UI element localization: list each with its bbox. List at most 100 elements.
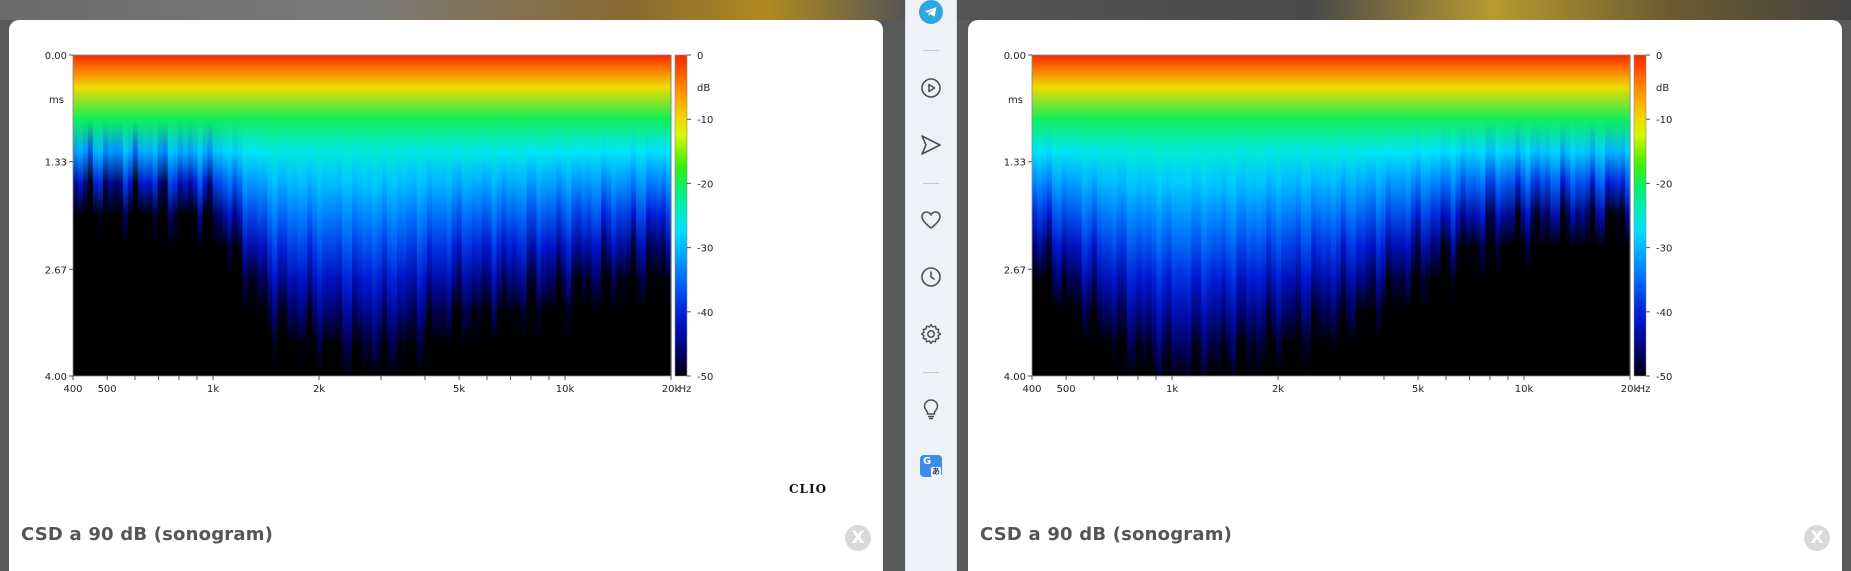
colorbar-tick-label: 0	[697, 51, 703, 62]
heatmap-strip	[247, 55, 253, 376]
heatmap-strip	[1620, 55, 1626, 376]
heatmap-strip	[1455, 55, 1462, 376]
heatmap-strip	[177, 55, 184, 376]
translate-icon[interactable]: G あ	[920, 455, 942, 477]
x-tick-label: 5k	[1412, 384, 1424, 395]
heart-icon[interactable]	[919, 208, 943, 232]
heatmap-strip	[1066, 55, 1073, 376]
play-icon[interactable]	[919, 76, 943, 100]
heatmap-strip	[1625, 55, 1631, 376]
heatmap-strip	[1550, 55, 1556, 376]
heatmap-strip	[1430, 55, 1437, 376]
heatmap-strip	[541, 55, 548, 376]
lightbulb-icon[interactable]	[919, 397, 943, 421]
colorbar-tick-label: -50	[697, 372, 713, 383]
close-button[interactable]: X	[845, 525, 871, 551]
x-tick-label: 2k	[1272, 384, 1284, 395]
heatmap-strip	[302, 55, 308, 376]
heatmap-strip	[1345, 55, 1352, 376]
heatmap-strip	[352, 55, 358, 376]
heatmap-strip	[571, 55, 577, 376]
y-axis-label: ms	[49, 95, 64, 106]
clock-icon[interactable]	[919, 265, 943, 289]
sidebar-divider	[923, 183, 939, 184]
heatmap-strip	[581, 55, 587, 376]
heatmap-strip	[1291, 55, 1297, 376]
heatmap-strip	[1355, 55, 1362, 376]
heatmap-strip	[342, 55, 348, 376]
heatmap-strip	[511, 55, 518, 376]
x-tick-label: 1k	[207, 384, 219, 395]
y-tick-label: 4.00	[1004, 372, 1026, 383]
y-axis-label: ms	[1008, 95, 1023, 106]
heatmap-strip	[1141, 55, 1148, 376]
y-tick-label: 4.00	[45, 372, 67, 383]
heatmap-strip	[1126, 55, 1133, 376]
heatmap-strip	[1036, 55, 1043, 376]
heatmap-strip	[1106, 55, 1113, 376]
heatmap-strip	[591, 55, 597, 376]
heatmap-strip	[1281, 55, 1287, 376]
heatmap-strip	[1580, 55, 1586, 376]
heatmap-strip	[1380, 55, 1387, 376]
heatmap-strip	[391, 55, 398, 376]
heatmap-strip	[1311, 55, 1317, 376]
heatmap-strip	[147, 55, 154, 376]
heatmap-strip	[451, 55, 458, 376]
x-tick-label: 400	[1022, 384, 1041, 395]
gear-icon[interactable]	[919, 322, 943, 346]
heatmap-strip	[406, 55, 413, 376]
heatmap-strip	[292, 55, 298, 376]
heatmap-strip	[376, 55, 383, 376]
heatmap-strip	[586, 55, 592, 376]
heatmap-strip	[262, 55, 268, 376]
heatmap-strip	[167, 55, 174, 376]
heatmap-strip	[1540, 55, 1546, 376]
heatmap-strip	[561, 55, 567, 376]
background-strip	[0, 0, 905, 20]
heatmap-strip	[1460, 55, 1467, 376]
heatmap-strip	[87, 55, 94, 376]
heatmap-strip	[566, 55, 572, 376]
heatmap-strip	[1385, 55, 1392, 376]
heatmap-strip	[476, 55, 483, 376]
heatmap-strip	[1051, 55, 1058, 376]
heatmap-strip	[441, 55, 448, 376]
telegram-icon[interactable]	[919, 0, 943, 24]
heatmap-strip	[367, 55, 373, 376]
heatmap-strip	[416, 55, 423, 376]
heatmap-strip	[1256, 55, 1262, 376]
colorbar-label: dB	[697, 83, 710, 94]
heatmap-strip	[1086, 55, 1093, 376]
heatmap-strip	[1301, 55, 1307, 376]
heatmap-strip	[182, 55, 189, 376]
heatmap-strip	[606, 55, 612, 376]
heatmap-strip	[621, 55, 627, 376]
heatmap-strip	[1615, 55, 1621, 376]
heatmap-strip	[1081, 55, 1088, 376]
heatmap-strip	[1201, 55, 1208, 376]
heatmap-strip	[137, 55, 144, 376]
heatmap-strip	[641, 55, 647, 376]
colorbar-tick-label: -40	[697, 308, 713, 319]
heatmap-strip	[252, 55, 258, 376]
heatmap-strip	[1186, 55, 1193, 376]
heatmap-strip	[317, 55, 323, 376]
close-button[interactable]: X	[1804, 525, 1830, 551]
heatmap-strip	[1151, 55, 1158, 376]
x-tick-label: 20k	[662, 384, 681, 395]
heatmap-strip	[1306, 55, 1312, 376]
heatmap-strip	[1415, 55, 1422, 376]
heatmap-strip	[152, 55, 159, 376]
heatmap-strip	[117, 55, 124, 376]
lightbox-right: 0.00 1.33 2.67 4.00 ms 400 500 1k 2k 5k 10k 20k Hz 0 -…	[968, 20, 1842, 571]
heatmap-strip	[1565, 55, 1571, 376]
heatmap-strip	[277, 55, 283, 376]
heatmap-strip	[431, 55, 438, 376]
heatmap-strip	[1056, 55, 1063, 376]
heatmap-strip	[496, 55, 503, 376]
heatmap-strip	[1535, 55, 1541, 376]
send-icon[interactable]	[919, 133, 943, 157]
heatmap-strip	[1375, 55, 1382, 376]
heatmap-strip	[666, 55, 672, 376]
